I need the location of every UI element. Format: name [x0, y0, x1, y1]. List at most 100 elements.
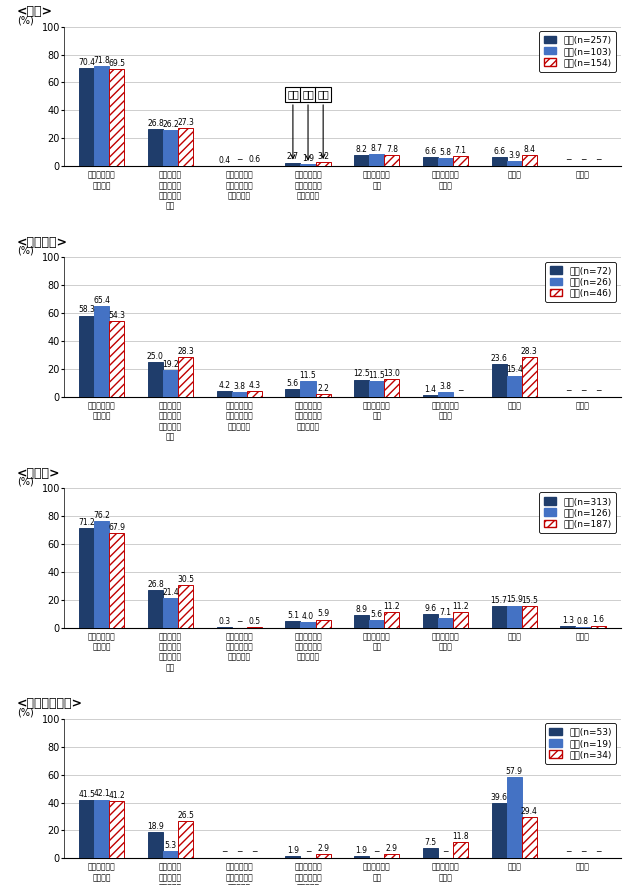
Text: −: − — [580, 847, 586, 857]
Text: 5.1: 5.1 — [287, 611, 299, 620]
Text: 29.4: 29.4 — [521, 807, 538, 816]
Bar — [522, 155, 537, 166]
Bar — [79, 316, 94, 397]
Bar — [385, 854, 399, 858]
Text: 27.3: 27.3 — [177, 118, 194, 127]
Text: 67.9: 67.9 — [108, 523, 125, 532]
Text: 3.8: 3.8 — [440, 381, 451, 390]
Bar — [385, 379, 399, 397]
Legend: 全体(n=53), 男性(n=19), 女性(n=34): 全体(n=53), 男性(n=19), 女性(n=34) — [545, 723, 616, 764]
Text: −: − — [442, 847, 449, 857]
Text: 1.3: 1.3 — [562, 616, 574, 625]
Text: 57.9: 57.9 — [506, 767, 523, 776]
Bar — [369, 620, 385, 627]
Text: −: − — [374, 847, 380, 857]
Text: −: − — [595, 155, 602, 165]
Bar — [216, 391, 232, 397]
Text: 12.5: 12.5 — [353, 369, 370, 379]
Text: 13.0: 13.0 — [383, 369, 401, 378]
Text: 7.1: 7.1 — [454, 146, 467, 156]
Text: −: − — [580, 155, 586, 165]
Text: 8.9: 8.9 — [356, 605, 367, 614]
Text: 11.5: 11.5 — [300, 371, 316, 380]
Bar — [285, 163, 300, 166]
Bar — [560, 626, 575, 627]
Text: 0.5: 0.5 — [248, 617, 260, 626]
Bar — [385, 156, 399, 166]
Bar — [163, 370, 178, 397]
Bar — [109, 69, 125, 166]
Bar — [316, 854, 331, 858]
Text: 70.4: 70.4 — [78, 58, 95, 66]
Bar — [148, 832, 163, 858]
Text: 41.5: 41.5 — [78, 790, 95, 799]
Text: 3.8: 3.8 — [234, 381, 245, 390]
Bar — [163, 851, 178, 858]
Text: 7.5: 7.5 — [424, 838, 436, 847]
Bar — [178, 585, 193, 627]
Text: 1.9: 1.9 — [287, 846, 299, 855]
Text: −: − — [564, 155, 571, 165]
Text: 2.9: 2.9 — [317, 844, 329, 853]
Text: 15.4: 15.4 — [506, 366, 523, 374]
Text: 26.5: 26.5 — [177, 812, 194, 820]
Bar — [178, 821, 193, 858]
Bar — [109, 801, 125, 858]
Text: −: − — [252, 847, 257, 857]
Bar — [507, 605, 522, 627]
Text: 15.5: 15.5 — [521, 596, 538, 605]
Text: 8.4: 8.4 — [524, 144, 536, 153]
Bar — [507, 778, 522, 858]
Bar — [453, 842, 468, 858]
Bar — [148, 129, 163, 166]
Text: 11.2: 11.2 — [383, 602, 400, 611]
Text: 0.6: 0.6 — [248, 156, 260, 165]
Text: 19.2: 19.2 — [162, 360, 179, 369]
Text: (%): (%) — [17, 476, 33, 487]
Bar — [423, 614, 438, 627]
Bar — [385, 612, 399, 627]
Text: −: − — [236, 155, 243, 165]
Bar — [438, 392, 453, 397]
Bar — [178, 358, 193, 397]
Text: 11.5: 11.5 — [369, 371, 385, 380]
Text: 1.6: 1.6 — [592, 615, 604, 625]
Text: 11.8: 11.8 — [452, 832, 469, 841]
Text: −: − — [595, 847, 602, 857]
Bar — [247, 391, 262, 397]
Text: 2.2: 2.2 — [317, 384, 329, 393]
Bar — [522, 818, 537, 858]
Text: 全体: 全体 — [287, 89, 299, 158]
Text: 30.5: 30.5 — [177, 575, 194, 584]
Text: (%): (%) — [17, 246, 33, 256]
Text: 41.2: 41.2 — [109, 790, 125, 800]
Text: −: − — [236, 617, 243, 626]
Bar — [300, 164, 316, 166]
Legend: 全体(n=313), 男性(n=126), 女性(n=187): 全体(n=313), 男性(n=126), 女性(n=187) — [539, 492, 616, 533]
Text: 26.8: 26.8 — [147, 119, 164, 127]
Bar — [423, 158, 438, 166]
Bar — [94, 521, 109, 627]
Bar — [507, 161, 522, 166]
Text: −: − — [564, 386, 571, 395]
Bar — [148, 362, 163, 397]
Text: 21.4: 21.4 — [162, 588, 179, 596]
Text: 28.3: 28.3 — [177, 348, 194, 357]
Bar — [423, 395, 438, 397]
Bar — [522, 358, 537, 397]
Bar — [79, 68, 94, 166]
Bar — [94, 799, 109, 858]
Text: 58.3: 58.3 — [78, 305, 95, 314]
Text: 15.9: 15.9 — [506, 596, 523, 604]
Text: 4.2: 4.2 — [218, 381, 230, 390]
Bar — [507, 375, 522, 397]
Text: 2.7: 2.7 — [287, 152, 299, 161]
Bar — [79, 800, 94, 858]
Text: 0.3: 0.3 — [218, 617, 230, 627]
Bar — [300, 622, 316, 627]
Text: 18.9: 18.9 — [147, 822, 164, 831]
Text: −: − — [236, 847, 243, 857]
Bar — [163, 598, 178, 627]
Bar — [492, 158, 507, 166]
Text: 5.8: 5.8 — [440, 148, 451, 158]
